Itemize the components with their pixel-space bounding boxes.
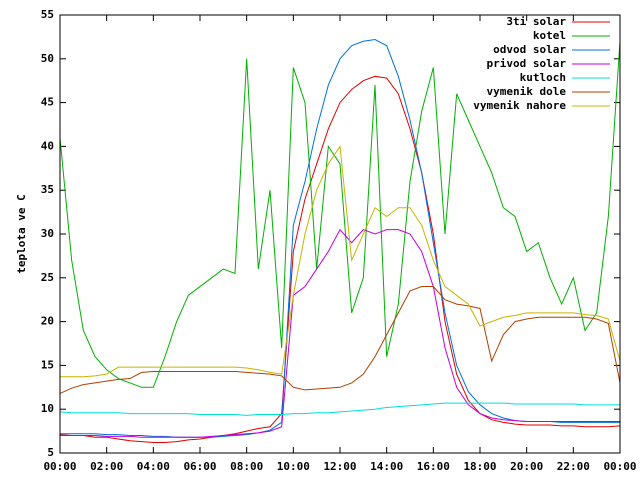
y-tick-label: 15 <box>41 358 54 371</box>
legend-label: vymenik nahore <box>473 99 566 112</box>
series-line <box>60 144 621 378</box>
plot-border <box>59 14 621 454</box>
series-line <box>59 75 621 443</box>
legend-label: odvod solar <box>493 43 566 56</box>
x-tick-label: 16:00 <box>417 460 450 473</box>
y-tick-label: 50 <box>41 52 54 65</box>
series-line <box>60 228 620 438</box>
legend-label: kutloch <box>520 71 566 84</box>
x-tick-label: 00:00 <box>603 460 636 473</box>
x-tick-label: 00:00 <box>43 460 76 473</box>
x-tick-label: 22:00 <box>557 460 590 473</box>
series-line <box>59 402 620 416</box>
legend-label: kotel <box>533 29 566 42</box>
x-tick-label: 14:00 <box>370 460 403 473</box>
series-line <box>59 286 621 394</box>
y-tick-label: 10 <box>41 402 54 415</box>
x-tick-label: 08:00 <box>230 460 263 473</box>
x-tick-label: 04:00 <box>137 460 170 473</box>
legend-label: 3ti solar <box>506 15 566 28</box>
y-tick-label: 35 <box>41 183 54 196</box>
y-tick-label: 5 <box>47 446 54 459</box>
y-tick-label: 55 <box>41 8 54 21</box>
x-tick-label: 10:00 <box>277 460 310 473</box>
series-line <box>59 41 621 388</box>
y-tick-label: 45 <box>41 96 54 109</box>
x-tick-label: 20:00 <box>510 460 543 473</box>
x-tick-label: 12:00 <box>323 460 356 473</box>
legend-label: vymenik dole <box>487 85 567 98</box>
y-tick-label: 25 <box>41 271 54 284</box>
x-tick-label: 18:00 <box>463 460 496 473</box>
x-tick-label: 02:00 <box>90 460 123 473</box>
x-tick-label: 06:00 <box>183 460 216 473</box>
y-tick-label: 30 <box>41 227 54 240</box>
y-axis-label: teplota ve C <box>15 194 28 273</box>
y-tick-label: 20 <box>41 315 54 328</box>
y-tick-label: 40 <box>41 139 54 152</box>
legend-label: privod solar <box>487 57 567 70</box>
